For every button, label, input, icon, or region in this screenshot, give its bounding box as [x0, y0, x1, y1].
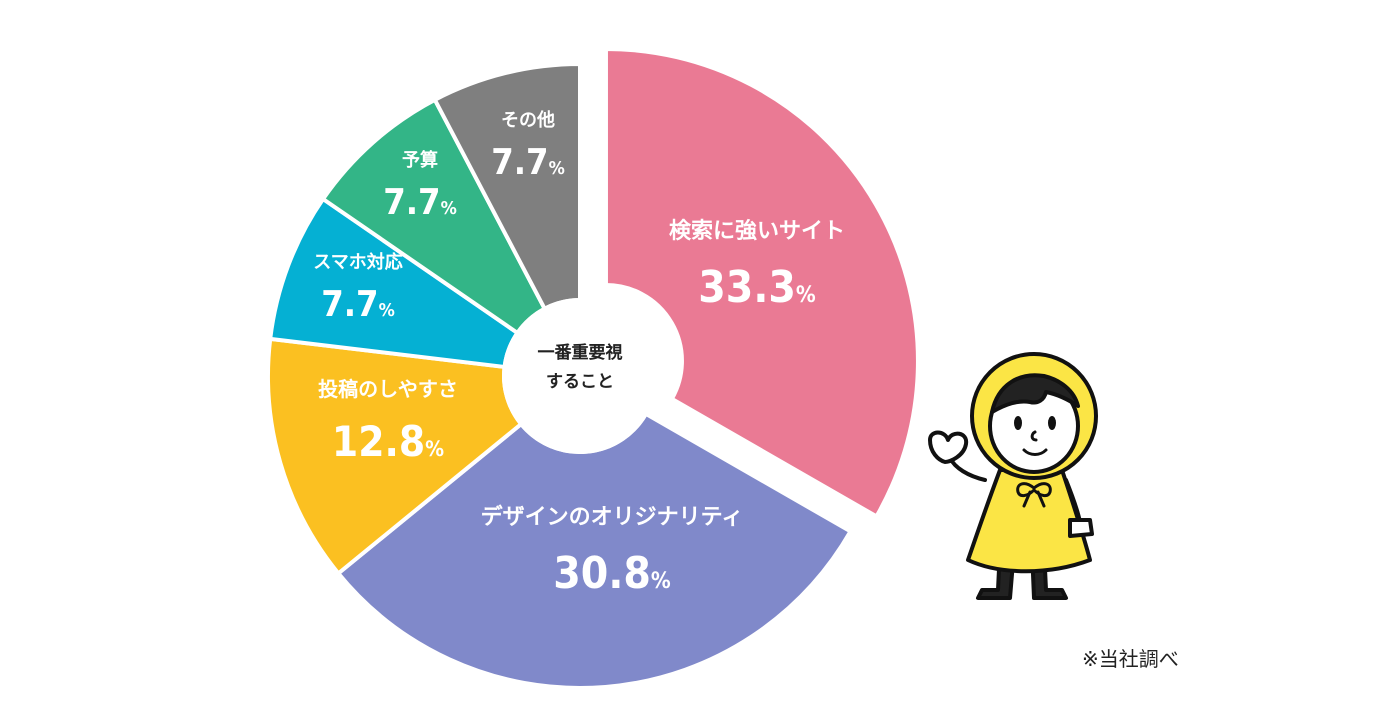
slice-label-1: デザインのオリジナリティ [481, 504, 744, 530]
slice-value-5: 7.7% [491, 142, 565, 183]
slice-value-3: 7.7% [321, 284, 395, 325]
slice-value-2: 12.8% [332, 417, 444, 466]
labels-layer: 検索に強いサイト 33.3% デザインのオリジナリティ 30.8% 投稿のしやすさ 12.… [313, 109, 845, 599]
slice-label-3: スマホ対応 [313, 251, 402, 273]
slice-label-0: 検索に強いサイト [669, 218, 845, 244]
slice-label-5: その他 [501, 109, 555, 131]
center-label-line-2: すること [546, 372, 614, 392]
slice-value-4: 7.7% [383, 182, 457, 223]
slice-label-2: 投稿のしやすさ [318, 377, 458, 401]
slice-label-4: 予算 [402, 149, 438, 171]
donut-hole [502, 298, 658, 454]
center-label-line-1: 一番重要視 [538, 342, 623, 363]
source-note: ※当社調べ [1082, 647, 1179, 671]
slice-value-1: 30.8% [553, 548, 671, 599]
raincoat-child-mascot-icon [928, 352, 1098, 600]
slice-0 [603, 46, 920, 520]
slice-value-0: 33.3% [698, 262, 816, 313]
